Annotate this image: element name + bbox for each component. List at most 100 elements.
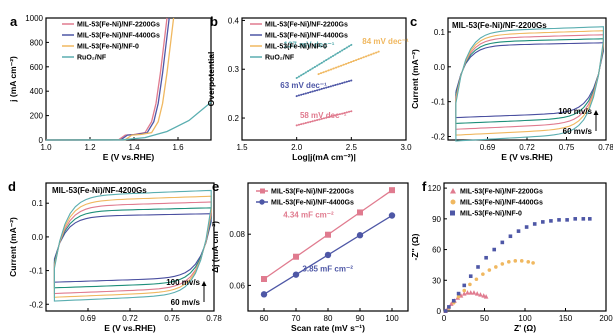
eis-point-2 <box>462 283 467 288</box>
x-tick-label: 200 <box>599 314 613 323</box>
legend-label: MIL-53(Fe-Ni)/NF-4400Gs <box>271 200 354 207</box>
data-point-1 <box>324 251 332 259</box>
legend-label: MIL-53(Fe-Ni)/NF-2200Gs <box>77 22 160 29</box>
x-axis-label: Log|j(mA cm⁻²)| <box>292 152 356 162</box>
eis-point-1 <box>519 259 524 263</box>
eis-point-2 <box>588 217 592 221</box>
x-tick-label: 100 <box>385 314 399 323</box>
eis-point-0 <box>465 290 470 295</box>
x-tick-label: 60 <box>260 314 269 323</box>
panel-letter: a <box>10 14 18 29</box>
eis-point-2 <box>541 220 545 224</box>
eis-point-1 <box>462 288 467 293</box>
legend-label: MIL-53(Fe-Ni)/NF-0 <box>77 44 139 51</box>
eis-point-2 <box>447 305 451 309</box>
panel-b: 1.5 2.0 2.5 3.0 0.2 0.3 0.4 Log|j(mA cm⁻²)| Over… <box>206 14 412 162</box>
x-tick-label: 50 <box>480 314 489 323</box>
legend-marker <box>450 210 455 216</box>
eis-point-1 <box>481 272 485 276</box>
eis-point-2 <box>516 229 521 233</box>
cv-loop-3 <box>455 30 604 136</box>
eis-point-1 <box>507 260 511 264</box>
panel-f: 0 50 100 150 200 0 30 60 90 120 Z' (Ω) -Z'' (Ω) f MIL… <box>410 179 613 333</box>
data-point-1 <box>388 212 396 219</box>
eis-point-2 <box>456 291 461 296</box>
legend-marker <box>450 199 456 205</box>
scan-arrowhead <box>201 281 207 286</box>
y-axis-label: Current (mA⁻²) <box>8 217 18 277</box>
x-tick-label: 90 <box>356 314 365 323</box>
x-tick-label: 0.75 <box>559 143 575 152</box>
y-axis-label: -Z'' (Ω) <box>410 233 420 260</box>
x-tick-label: 70 <box>292 314 301 323</box>
x-tick-label: 1.4 <box>128 143 140 152</box>
panel-c: 0.69 0.72 0.75 0.78 -0.2 -0.1 0.0 0.1 E (V vs.RH… <box>410 14 613 162</box>
panel-e: 60 70 80 90 100 0.06 0.08 Scan rate (mV s⁻¹) Δj … <box>210 179 409 333</box>
x-tick-label: 2.5 <box>346 143 358 152</box>
eis-point-0 <box>448 301 454 306</box>
y-axis-label: Overpotential <box>206 52 216 107</box>
legend-label: MIL-53(Fe-Ni)/NF-2200Gs <box>265 22 348 29</box>
scan-arrowhead <box>593 110 599 115</box>
eis-point-0 <box>481 293 486 298</box>
panel-letter: f <box>422 179 427 194</box>
x-tick-label: 0 <box>442 314 447 323</box>
chart-title: MIL-53(Fe-Ni)/NF-2200Gs <box>452 21 547 30</box>
x-tick-label: 150 <box>559 314 573 323</box>
data-point-1 <box>356 232 364 239</box>
slope-label-0: 58 mV dec⁻¹ <box>300 111 347 120</box>
y-tick-label: 0.2 <box>228 114 240 123</box>
legend-marker <box>259 199 265 205</box>
eis-point-2 <box>443 309 448 313</box>
series-line-2 <box>45 17 175 141</box>
eis-point-2 <box>532 222 537 226</box>
panel-letter: e <box>212 179 219 194</box>
eis-point-1 <box>487 268 492 272</box>
panel-letter: d <box>8 179 16 194</box>
y-tick-label: 1000 <box>25 14 43 23</box>
y-tick-label: 0.08 <box>229 230 245 239</box>
y-tick-label: 0.1 <box>434 28 446 37</box>
panel-letter: b <box>210 14 218 29</box>
legend-marker <box>260 188 265 194</box>
y-tick-label: 0.0 <box>32 233 44 242</box>
legend-label: MIL-53(Fe-Ni)/NF-0 <box>265 44 327 51</box>
eis-point-0 <box>471 290 477 295</box>
cv-loop-0 <box>53 213 212 283</box>
data-point-0 <box>357 209 363 216</box>
data-point-0 <box>293 253 299 260</box>
fit-line-1 <box>296 79 352 97</box>
legend-label: MIL-53(Fe-Ni)/NF-4400Gs <box>265 33 348 40</box>
x-tick-label: 100 <box>518 314 532 323</box>
eis-point-2 <box>484 255 488 260</box>
panel-letter: c <box>410 14 417 29</box>
eis-point-2 <box>557 218 561 222</box>
x-axis-label: Scan rate (mV s⁻¹) <box>291 323 365 333</box>
y-axis-label: Current (mA⁻²) <box>410 49 420 109</box>
eis-point-1 <box>526 260 531 264</box>
scan-label-low: 60 mv/s <box>563 127 593 136</box>
x-tick-label: 3.0 <box>400 143 412 152</box>
slope-label-3: 137 mV dec⁻¹ <box>284 40 335 49</box>
y-tick-label: 0 <box>437 307 442 316</box>
eis-point-0 <box>483 294 489 299</box>
x-tick-label: 1.5 <box>236 143 248 152</box>
y-axis-label: j (mA cm⁻²) <box>8 56 18 103</box>
plot-frame <box>45 17 212 141</box>
eis-point-2 <box>549 219 553 223</box>
cv-loop-2 <box>53 201 212 295</box>
cv-loop-4 <box>455 26 604 142</box>
x-tick-label: 0.69 <box>480 143 496 152</box>
y-tick-label: 400 <box>30 87 44 96</box>
eis-point-1 <box>474 277 479 282</box>
panel-d: 0.69 0.72 0.75 0.78 -0.2 -0.1 0.0 0.1 E (V vs.RH… <box>8 179 222 333</box>
cv-loop-1 <box>53 207 212 289</box>
y-tick-label: -0.1 <box>29 267 43 276</box>
legend-label: MIL-53(Fe-Ni)/NF-0 <box>460 211 522 218</box>
legend-marker <box>450 188 456 194</box>
eis-point-2 <box>581 217 586 221</box>
eis-point-2 <box>508 234 513 239</box>
x-tick-label: 0.78 <box>206 314 222 323</box>
x-tick-label: 1.2 <box>84 143 96 152</box>
y-tick-label: 120 <box>428 184 442 193</box>
